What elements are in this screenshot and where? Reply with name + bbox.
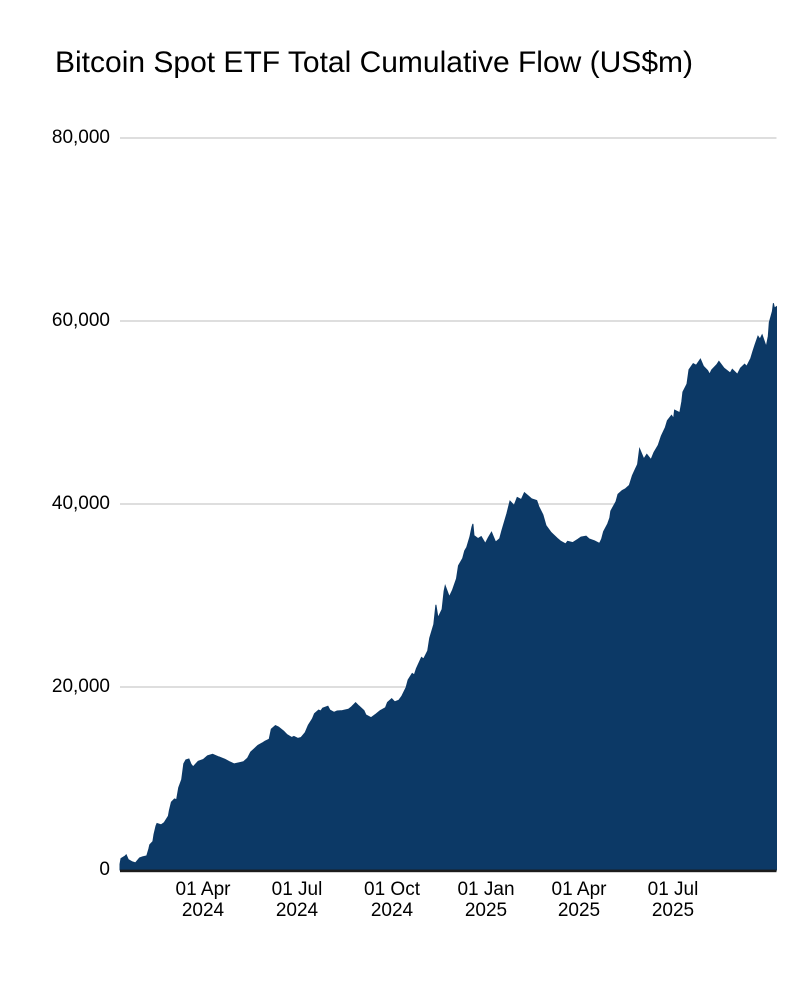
x-tick-label-year: 2025	[651, 900, 695, 921]
x-tick-label-year: 2024	[275, 900, 319, 921]
x-axis-line	[120, 869, 777, 873]
chart-title: Bitcoin Spot ETF Total Cumulative Flow (…	[55, 46, 693, 79]
x-tick-label: 01 Apr 2025	[514, 879, 644, 921]
x-tick-label: 01 Jul 2025	[608, 879, 738, 921]
area-series	[119, 303, 777, 871]
y-tick-label: 40,000	[51, 493, 110, 514]
x-tick-label: 01 Jul 2024	[232, 879, 362, 921]
x-tick-label: 01 Oct 2024	[327, 879, 457, 921]
y-tick-label: 0	[99, 859, 110, 880]
x-tick-label-month: 01 Oct	[364, 879, 420, 900]
x-tick-label-month: 01 Jul	[647, 879, 699, 900]
x-tick-label-year: 2024	[370, 900, 414, 921]
y-tick-label: 80,000	[51, 127, 110, 148]
x-tick-label-month: 01 Apr	[175, 879, 231, 900]
x-tick-label-year: 2024	[181, 900, 225, 921]
x-tick-label-year: 2025	[557, 900, 601, 921]
x-tick-label-month: 01 Jan	[457, 879, 515, 900]
y-tick-label: 20,000	[51, 676, 110, 697]
x-tick-label: 01 Jan 2025	[421, 879, 551, 921]
x-tick-label-year: 2025	[464, 900, 508, 921]
x-tick-label-month: 01 Apr	[551, 879, 607, 900]
x-tick-label: 01 Apr 2024	[138, 879, 268, 921]
x-tick-label-month: 01 Jul	[271, 879, 323, 900]
y-tick-label: 60,000	[51, 310, 110, 331]
